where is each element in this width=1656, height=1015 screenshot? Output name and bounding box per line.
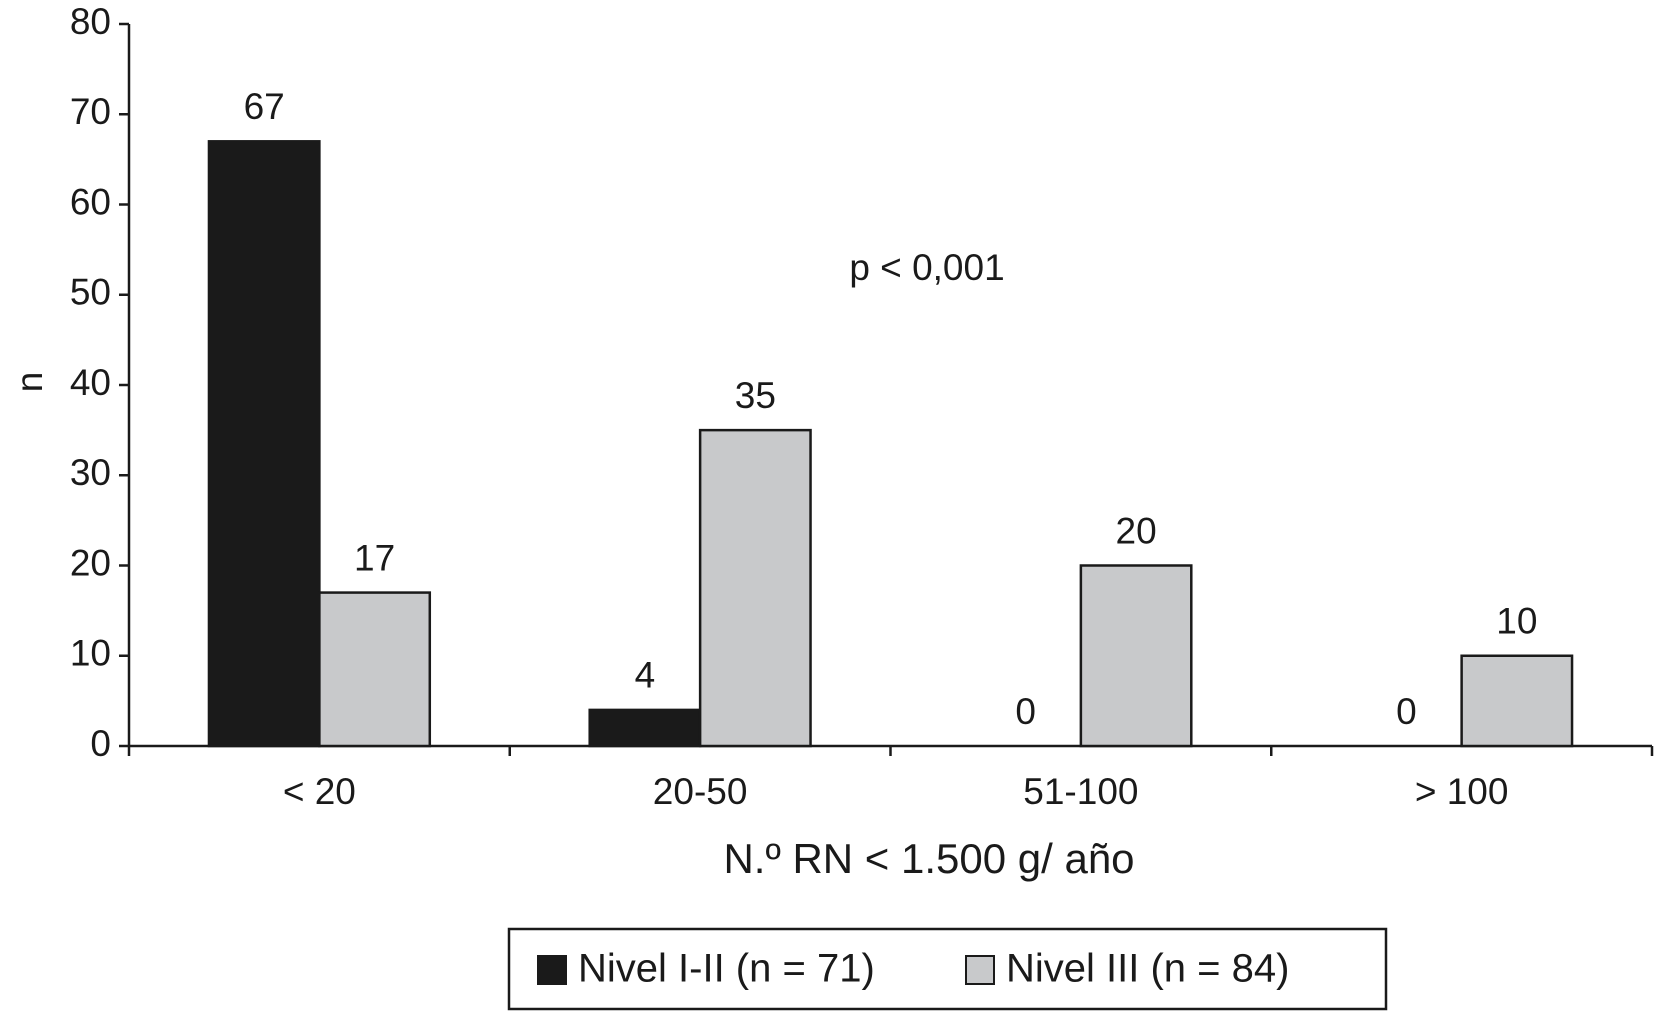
bar (698, 428, 812, 748)
bar (318, 591, 432, 748)
x-axis-label: N.º RN < 1.500 g/ año (723, 835, 1134, 882)
data-label: 17 (354, 537, 395, 578)
y-tick-label: 20 (70, 542, 111, 583)
y-tick-label: 30 (70, 452, 111, 493)
data-label: 35 (735, 375, 776, 416)
y-tick-label: 60 (70, 181, 111, 222)
bar (588, 708, 702, 748)
bar (207, 140, 321, 748)
legend-label: Nivel III (n = 84) (1006, 947, 1289, 991)
y-tick-label: 50 (70, 272, 111, 313)
data-label: 0 (1396, 691, 1417, 732)
x-tick-label: > 100 (1415, 771, 1509, 812)
y-axis-label: n (9, 372, 50, 393)
bar (1460, 654, 1574, 748)
y-tick-label: 10 (70, 633, 111, 674)
data-label: 10 (1496, 601, 1537, 642)
bar (1079, 564, 1193, 748)
y-tick-label: 80 (70, 1, 111, 42)
legend-swatch (537, 955, 567, 985)
y-tick-label: 40 (70, 362, 111, 403)
y-tick-label: 0 (90, 723, 111, 764)
annotation: p < 0,001 (849, 247, 1004, 288)
x-tick-label: 20-50 (653, 771, 748, 812)
data-label: 4 (635, 655, 656, 696)
data-label: 20 (1116, 510, 1157, 551)
x-tick-label: < 20 (283, 771, 356, 812)
legend-swatch (965, 955, 995, 985)
data-label: 0 (1015, 691, 1036, 732)
legend-box (507, 927, 1388, 1011)
x-tick-label: 51-100 (1023, 771, 1138, 812)
legend-label: Nivel I-II (n = 71) (578, 947, 875, 991)
y-tick-label: 70 (70, 91, 111, 132)
data-label: 67 (244, 86, 285, 127)
